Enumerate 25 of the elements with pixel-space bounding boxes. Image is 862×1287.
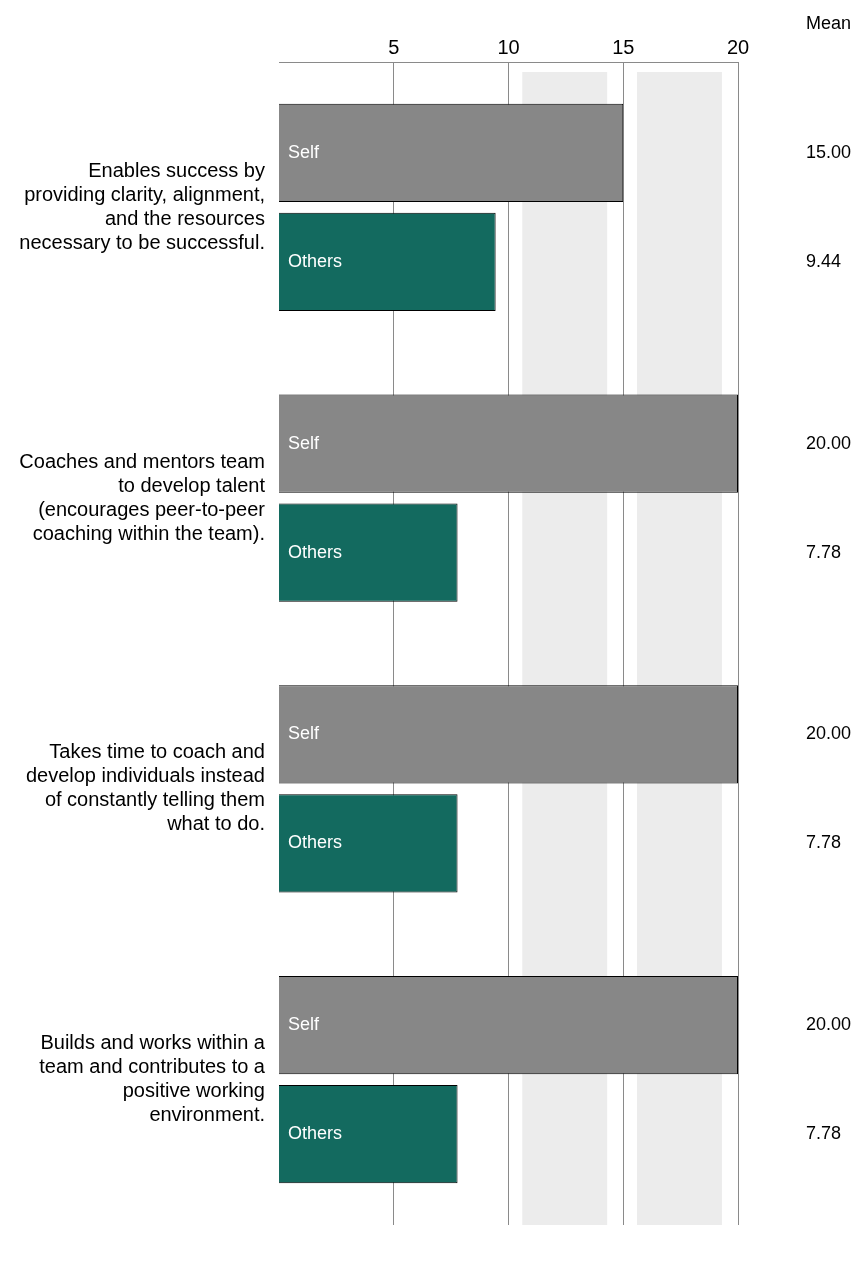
data-label: 7.78 (806, 541, 842, 562)
data-label: 7.78 (806, 1123, 842, 1144)
y-tick-label: Enables success by providing clarity, alignment, and the resources necessary to be successful. (19, 158, 265, 253)
data-label: 20.00 (806, 1014, 852, 1035)
x-tick-label: 5 (388, 35, 400, 58)
series-label: Others (288, 250, 343, 271)
y-tick-label: Takes time to coach and develop individuals instead of constantly telling them what to do. (25, 740, 265, 835)
data-label: 9.44 (806, 250, 842, 271)
y-tick-label: Coaches and mentors team to develop talent (encourages peer-to-peer coaching within the team). (19, 449, 266, 544)
text: Mean (806, 12, 852, 33)
text: Others (288, 541, 343, 562)
text: Others (288, 832, 343, 853)
series-label: Self (288, 141, 321, 162)
x-tick-label: 20 (726, 35, 750, 58)
x-tick-label: 15 (612, 35, 635, 58)
y-tick-label: Builds and works within a team and contributes to a positive working environment. (39, 1031, 266, 1126)
data-label: 20.00 (806, 723, 852, 744)
text: Self (288, 1014, 320, 1035)
text: Self (288, 723, 320, 744)
data-label: 15.00 (806, 141, 852, 162)
data-label: 7.78 (806, 832, 842, 853)
text: Others (288, 1123, 343, 1144)
text: Self (288, 432, 320, 453)
data-label: 20.00 (806, 432, 852, 453)
x-tick-label: 10 (497, 35, 520, 58)
